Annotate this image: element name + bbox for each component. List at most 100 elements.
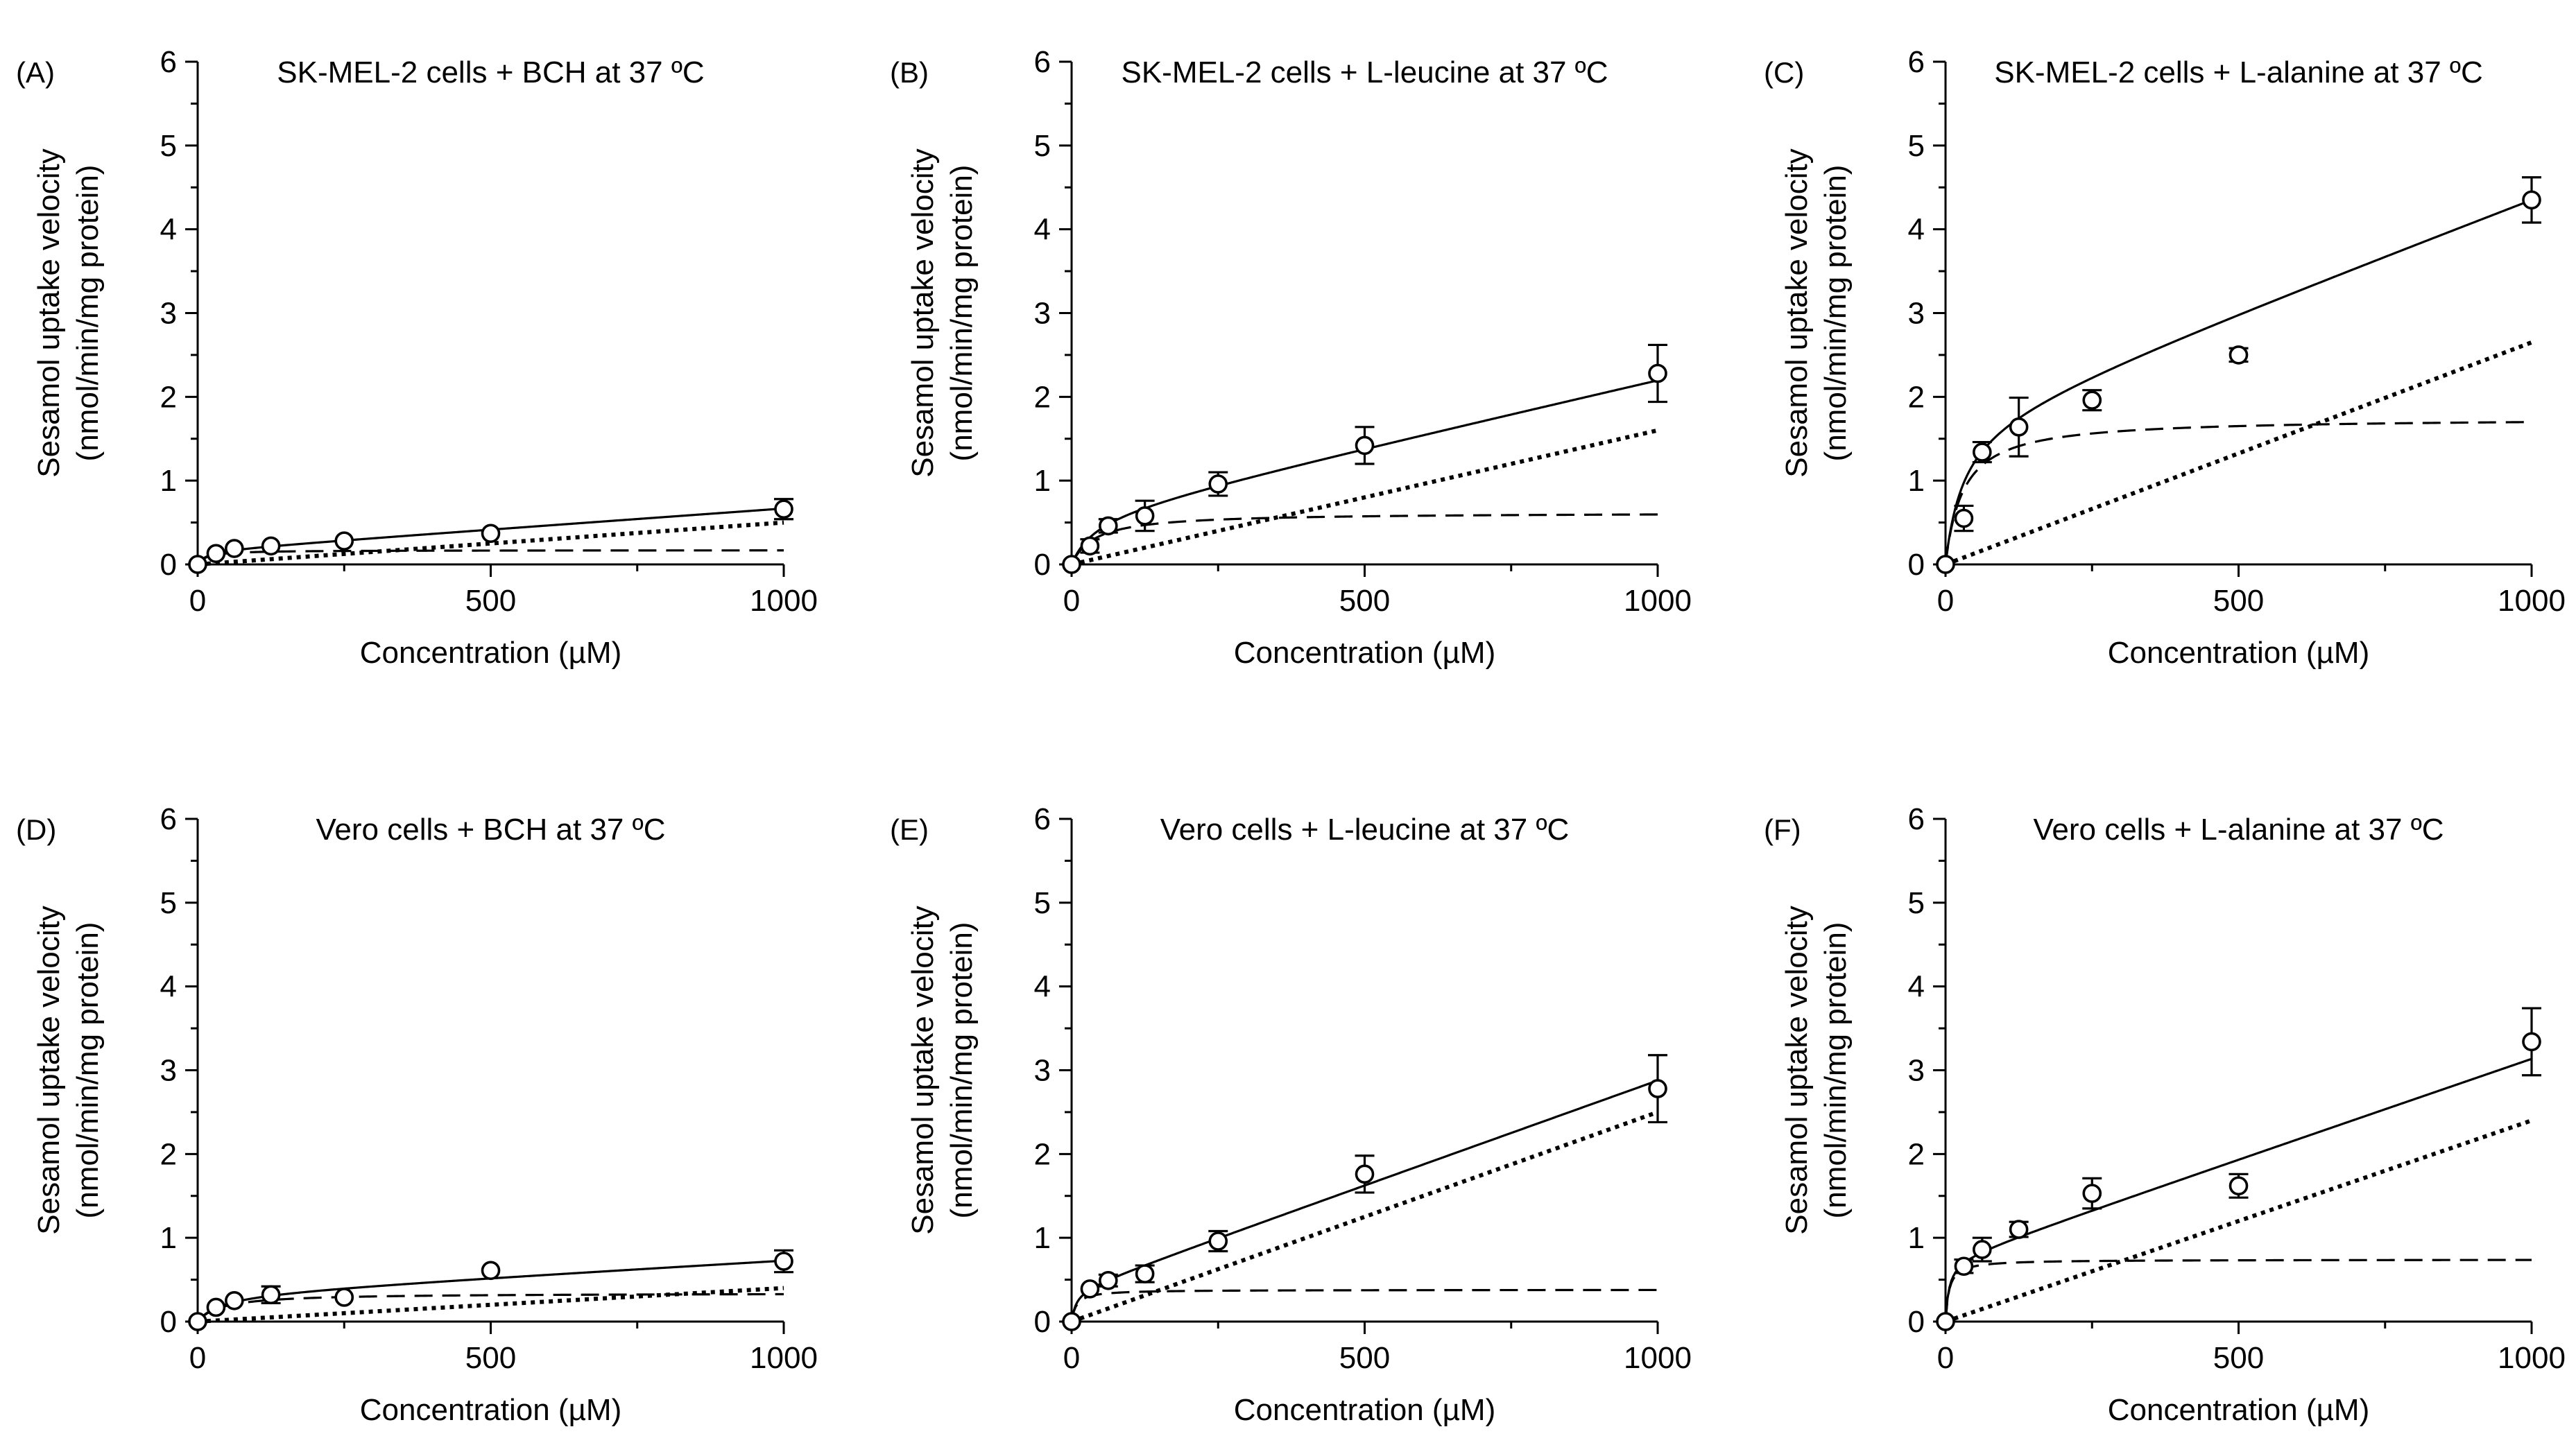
y-tick-label: 2 [1908,1137,1925,1171]
data-point [1135,1264,1155,1283]
data-point [206,544,226,564]
y-axis-label-line2: (nmol/min/mg protein) [945,922,979,1219]
panel-label: (F) [1764,813,1801,846]
y-tick-label: 2 [1908,380,1925,414]
saturable-fit-curve [196,549,784,565]
data-point [1099,516,1118,536]
saturable-fit-curve [1944,421,2532,565]
y-tick-label: 6 [1908,802,1925,836]
saturable-fit-curve [196,1292,784,1323]
panel-label: (B) [890,56,929,89]
y-tick-label: 4 [1034,213,1051,247]
x-tick-label: 0 [1063,1341,1080,1375]
y-tick-label: 5 [160,886,177,920]
data-point [1080,536,1100,556]
data-point [1936,555,1955,574]
data-point [1099,1270,1118,1290]
y-tick-label: 6 [160,45,177,79]
x-tick-label: 1000 [1624,1341,1692,1375]
data-point [774,499,793,519]
total-fit-curve [1070,379,1658,565]
x-tick-label: 0 [1937,584,1954,618]
data-point [1648,1079,1667,1098]
data-point [481,1261,501,1281]
y-tick-label: 1 [160,464,177,498]
panel-title: Vero cells + L-leucine at 37 ºC [1160,813,1570,847]
linear-fit-curve [1944,340,2533,566]
data-point [188,1312,207,1331]
data-point [2009,417,2029,437]
y-tick-label: 6 [1034,802,1051,836]
data-point [1355,435,1375,456]
data-point [2229,1176,2249,1196]
x-tick-label: 1000 [2498,584,2566,618]
panel-f: (F) Vero cells + L-alanine at 37 ºC 0 1 2 3 4 5… [1764,802,2566,1427]
y-tick-label: 4 [1908,970,1925,1004]
x-axis-label: Concentration (µM) [2108,636,2369,670]
y-tick-label: 0 [1034,548,1051,582]
data-point [1062,555,1081,574]
data-point [1062,1312,1081,1331]
x-tick-label: 1000 [1624,584,1692,618]
x-tick-label: 500 [1339,584,1390,618]
panel-title: SK-MEL-2 cells + L-alanine at 37 ºC [1994,55,2483,89]
x-axis-label: Concentration (µM) [360,1393,621,1427]
saturable-fit-curve [1944,1258,2532,1322]
data-point [1973,442,1992,462]
data-point [1954,508,1974,528]
y-tick-label: 6 [1034,45,1051,79]
panel-title: Vero cells + BCH at 37 ºC [316,813,666,847]
data-point [261,1285,281,1305]
x-tick-label: 500 [465,584,516,618]
y-axis-label-line2: (nmol/min/mg protein) [71,922,105,1219]
x-tick-label: 500 [465,1341,516,1375]
data-point [225,1290,244,1310]
data-point [188,555,207,574]
y-tick-label: 6 [1908,45,1925,79]
y-axis-label-line2: (nmol/min/mg protein) [945,165,979,462]
x-axis-label: Concentration (µM) [360,636,621,670]
y-tick-label: 4 [160,970,177,1004]
y-tick-label: 2 [160,1137,177,1171]
data-point [2082,390,2102,410]
panel-label: (D) [16,813,56,846]
data-point [225,539,244,558]
x-axis-label: Concentration (µM) [1234,1393,1495,1427]
data-point [481,524,501,544]
y-tick-label: 1 [1908,464,1925,498]
panel-label: (E) [890,813,929,846]
x-tick-label: 500 [1339,1341,1390,1375]
linear-fit-curve [1071,428,1658,566]
data-point [2082,1184,2102,1203]
linear-fit-curve [1945,1118,2532,1324]
y-tick-label: 1 [1908,1221,1925,1255]
y-tick-label: 1 [1034,1221,1051,1255]
y-tick-label: 0 [160,1305,177,1339]
data-point [1648,363,1667,383]
y-tick-label: 3 [160,297,177,331]
data-point [334,1288,354,1307]
panel-label: (A) [16,56,55,89]
data-point [1355,1164,1375,1184]
y-tick-label: 0 [1034,1305,1051,1339]
y-axis-label-line1: Sesamol uptake velocity [1780,148,1814,477]
data-point [2009,1220,2029,1239]
y-tick-label: 0 [1908,1305,1925,1339]
y-tick-label: 2 [160,380,177,414]
x-tick-label: 0 [189,584,206,618]
panel-title: Vero cells + L-alanine at 37 ºC [2033,813,2444,847]
y-tick-label: 4 [1034,970,1051,1004]
y-tick-label: 5 [160,129,177,163]
x-axis-label: Concentration (µM) [1234,636,1495,670]
y-tick-label: 3 [1908,1054,1925,1088]
x-tick-label: 0 [189,1341,206,1375]
data-point [1936,1312,1955,1331]
data-point [2229,345,2249,365]
y-tick-label: 1 [1034,464,1051,498]
total-fit-curve [1944,198,2532,565]
y-tick-label: 6 [160,802,177,836]
y-axis-label-line1: Sesamol uptake velocity [32,906,66,1234]
y-axis-label-line2: (nmol/min/mg protein) [71,165,105,462]
